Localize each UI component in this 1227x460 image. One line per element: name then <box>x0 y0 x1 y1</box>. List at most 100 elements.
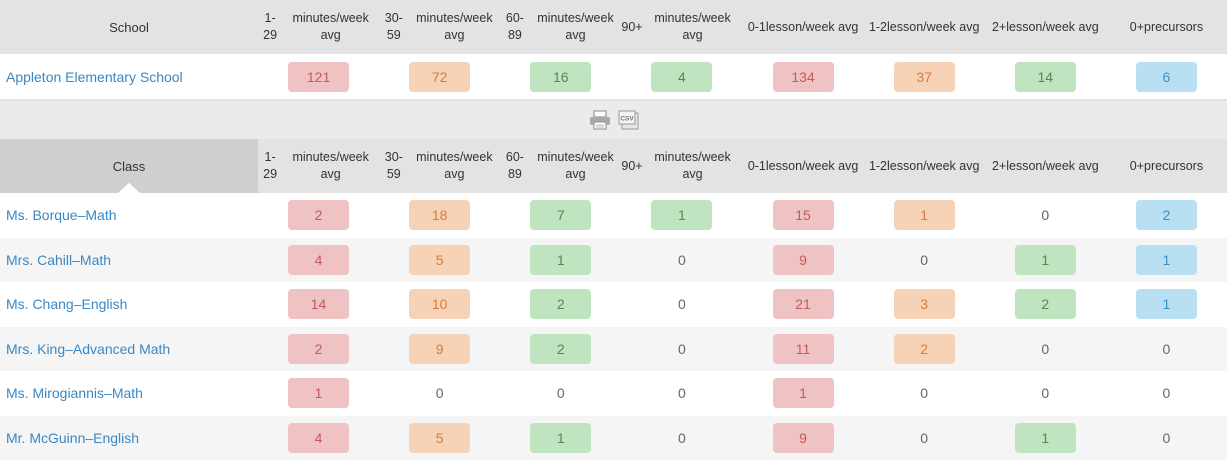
count-badge[interactable]: 15 <box>773 200 834 230</box>
count-value: 0 <box>1163 385 1171 401</box>
count-badge[interactable]: 1 <box>1015 245 1076 275</box>
table-cell: 2 <box>258 193 379 238</box>
count-value: 0 <box>920 430 928 446</box>
class-name-link[interactable]: Ms. Mirogiannis–Math <box>0 371 258 416</box>
count-badge[interactable]: 4 <box>651 62 712 92</box>
count-badge[interactable]: 1 <box>530 423 591 453</box>
table-cell: 2 <box>500 327 621 372</box>
csv-export-icon[interactable]: CSV <box>616 109 640 131</box>
count-badge[interactable]: 16 <box>530 62 591 92</box>
count-badge[interactable]: 1 <box>1015 423 1076 453</box>
count-badge[interactable]: 5 <box>409 245 470 275</box>
printer-icon[interactable] <box>588 109 612 131</box>
table-cell: 1 <box>1106 282 1227 327</box>
table-cell: 2 <box>1106 193 1227 238</box>
table-cell: 1 <box>621 193 742 238</box>
class-name-link[interactable]: Ms. Borque–Math <box>0 193 258 238</box>
count-badge[interactable]: 14 <box>288 289 349 319</box>
table-cell: 11 <box>743 327 864 372</box>
class-name-column-header[interactable]: Class <box>0 139 258 193</box>
table-cell: 14 <box>258 282 379 327</box>
table-cell: 18 <box>379 193 500 238</box>
table-cell: 2 <box>500 282 621 327</box>
table-cell: 37 <box>864 54 985 99</box>
table-cell: 1 <box>864 193 985 238</box>
count-badge[interactable]: 37 <box>894 62 955 92</box>
class-column-header-7[interactable]: 2+lesson/week avg <box>985 139 1106 193</box>
class-column-header-8[interactable]: 0+precursors <box>1106 139 1227 193</box>
count-badge[interactable]: 2 <box>1136 200 1197 230</box>
school-name-column-header[interactable]: School <box>0 0 258 54</box>
count-badge[interactable]: 2 <box>1015 289 1076 319</box>
count-badge[interactable]: 9 <box>773 245 834 275</box>
table-cell: 2 <box>864 327 985 372</box>
class-name-link[interactable]: Mr. McGuinn–English <box>0 416 258 460</box>
table-cell: 1 <box>258 371 379 416</box>
count-badge[interactable]: 6 <box>1136 62 1197 92</box>
table-cell: 0 <box>379 371 500 416</box>
school-column-header-7[interactable]: 2+lesson/week avg <box>985 0 1106 54</box>
count-badge[interactable]: 2 <box>530 289 591 319</box>
count-badge[interactable]: 3 <box>894 289 955 319</box>
count-badge[interactable]: 9 <box>773 423 834 453</box>
count-badge[interactable]: 21 <box>773 289 834 319</box>
count-badge[interactable]: 1 <box>651 200 712 230</box>
table-cell: 0 <box>864 416 985 460</box>
table-cell: 10 <box>379 282 500 327</box>
count-badge[interactable]: 10 <box>409 289 470 319</box>
count-badge[interactable]: 1 <box>1136 289 1197 319</box>
count-badge[interactable]: 2 <box>288 334 349 364</box>
count-badge[interactable]: 4 <box>288 245 349 275</box>
count-badge[interactable]: 1 <box>773 378 834 408</box>
count-badge[interactable]: 1 <box>1136 245 1197 275</box>
count-badge[interactable]: 9 <box>409 334 470 364</box>
table-cell: 0 <box>621 282 742 327</box>
count-badge[interactable]: 7 <box>530 200 591 230</box>
school-column-header-8[interactable]: 0+precursors <box>1106 0 1227 54</box>
count-badge[interactable]: 121 <box>288 62 349 92</box>
table-cell: 134 <box>743 54 864 99</box>
count-badge[interactable]: 18 <box>409 200 470 230</box>
count-badge[interactable]: 2 <box>288 200 349 230</box>
count-badge[interactable]: 2 <box>894 334 955 364</box>
count-badge[interactable]: 11 <box>773 334 834 364</box>
count-value: 0 <box>678 385 686 401</box>
table-cell: 4 <box>258 238 379 283</box>
class-name-link[interactable]: Mrs. King–Advanced Math <box>0 327 258 372</box>
count-badge[interactable]: 72 <box>409 62 470 92</box>
count-badge[interactable]: 4 <box>288 423 349 453</box>
count-badge[interactable]: 5 <box>409 423 470 453</box>
count-badge[interactable]: 2 <box>530 334 591 364</box>
count-badge[interactable]: 14 <box>1015 62 1076 92</box>
table-cell: 1 <box>985 238 1106 283</box>
table-cell: 2 <box>985 282 1106 327</box>
table-cell: 21 <box>743 282 864 327</box>
table-cell: 0 <box>621 238 742 283</box>
class-column-header-4[interactable]: 90+minutes/week avg <box>621 139 742 193</box>
class-name-link[interactable]: Ms. Chang–English <box>0 282 258 327</box>
school-column-header-4[interactable]: 90+minutes/week avg <box>621 0 742 54</box>
class-name-link[interactable]: Mrs. Cahill–Math <box>0 238 258 283</box>
table-cell: 3 <box>864 282 985 327</box>
count-badge[interactable]: 134 <box>773 62 834 92</box>
count-badge[interactable]: 1 <box>894 200 955 230</box>
count-value: 0 <box>678 296 686 312</box>
count-badge[interactable]: 1 <box>288 378 349 408</box>
count-badge[interactable]: 1 <box>530 245 591 275</box>
school-name-link[interactable]: Appleton Elementary School <box>0 54 258 99</box>
